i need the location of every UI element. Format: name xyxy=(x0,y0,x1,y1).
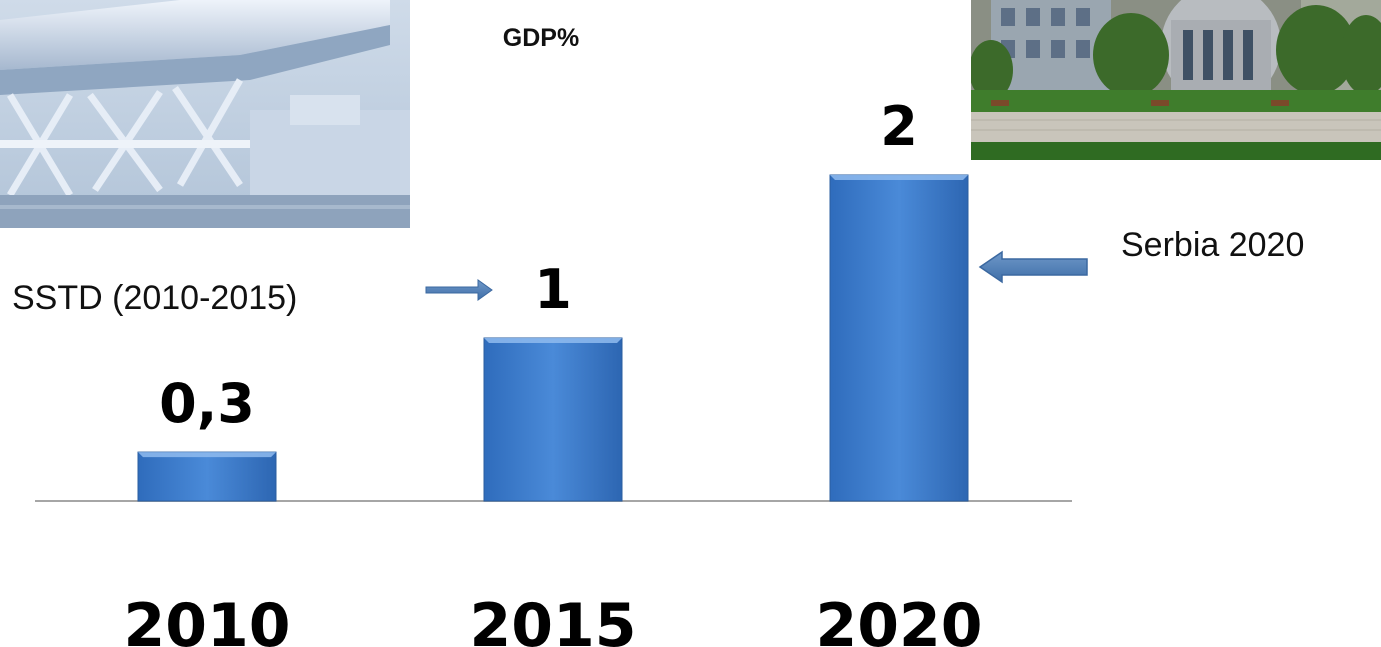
bar-2010 xyxy=(137,451,277,502)
data-labels: 0,3 1 2 xyxy=(159,95,918,435)
bar-rect-2015 xyxy=(483,337,623,502)
bar-2015 xyxy=(483,337,623,502)
campus-building-photo xyxy=(971,0,1381,160)
x-tick-labels: 2010 2015 2020 xyxy=(124,591,983,647)
x-tick-2015: 2015 xyxy=(470,591,637,647)
annotation-serbia-label: Serbia 2020 xyxy=(1121,226,1304,264)
x-tick-2020: 2020 xyxy=(816,591,983,647)
annotation-serbia: Serbia 2020 xyxy=(978,226,1304,284)
bar-bevel-2010 xyxy=(138,452,276,458)
x-tick-2010: 2010 xyxy=(124,591,291,647)
arrow-left-icon xyxy=(978,250,1088,284)
bar-bevel-2015 xyxy=(484,338,622,343)
bar-2020 xyxy=(829,174,969,502)
bar-rect-2020 xyxy=(829,174,969,502)
arrow-right-icon xyxy=(425,279,493,301)
annotation-sstd: SSTD (2010-2015) xyxy=(12,279,493,317)
campus-building-image xyxy=(971,0,1381,160)
data-label-2015: 1 xyxy=(534,258,572,321)
data-label-2010: 0,3 xyxy=(159,372,255,435)
building-render-image xyxy=(0,0,410,228)
bar-bevel-2020 xyxy=(830,175,968,180)
building-render-photo xyxy=(0,0,410,228)
bar-series xyxy=(137,174,969,502)
data-label-2020: 2 xyxy=(880,95,918,158)
annotation-sstd-label: SSTD (2010-2015) xyxy=(12,279,297,317)
bar-rect-2010 xyxy=(137,451,277,502)
chart-title: GDP% xyxy=(503,24,579,52)
